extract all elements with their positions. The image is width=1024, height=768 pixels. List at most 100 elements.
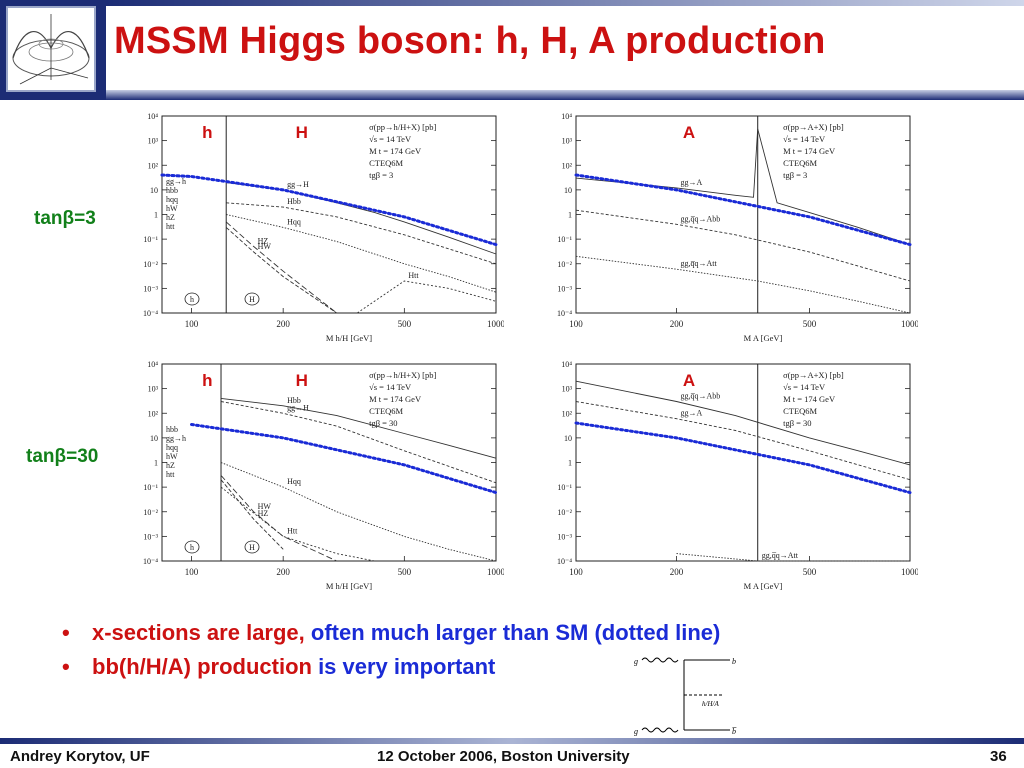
legend-text: CTEQ6M <box>369 158 403 168</box>
legend-text: M t = 174 GeV <box>783 394 836 404</box>
series-label: Htt <box>408 271 419 280</box>
h-series-label: htt <box>166 470 175 479</box>
x-tick-label: 500 <box>398 567 412 577</box>
legend-text: CTEQ6M <box>783 158 817 168</box>
series-label: HW <box>258 242 272 251</box>
y-tick-label: 10⁴ <box>147 360 158 369</box>
sm-reference-line <box>190 423 498 495</box>
region-label: H <box>296 371 308 390</box>
x-tick-label: 200 <box>670 319 684 329</box>
marker-circle <box>184 292 200 306</box>
legend-text: tgβ = 3 <box>369 170 393 180</box>
footer-date: 12 October 2006, Boston University <box>377 748 630 765</box>
h-series-label: hZ <box>166 461 175 470</box>
y-tick-label: 10³ <box>148 137 159 146</box>
sm-reference-line <box>160 173 498 247</box>
series-line <box>225 227 338 314</box>
bullet-text-blue: often much larger than SM (dotted line) <box>310 620 721 645</box>
chart-A-tanb3: 10⁻⁴ 10⁻³ 10⁻² 10⁻¹ 1 10 10² 10³ 10⁴ 100 200 500 100… <box>557 112 918 343</box>
legend-text: σ(pp→h/H+X) [pb] <box>369 370 436 380</box>
series-line <box>220 462 497 562</box>
series-line <box>575 401 911 481</box>
legend-text: σ(pp→A+X) [pb] <box>783 122 844 132</box>
x-tick-label: 100 <box>569 319 583 329</box>
y-tick-label: 10² <box>148 161 159 170</box>
x-tick-label: 1000 <box>901 567 918 577</box>
h-series-label: hW <box>166 204 178 213</box>
feynman-diagram: g g b b̅ h/H/A <box>632 652 742 743</box>
chart-panel-hH-tanb30: 10⁻⁴ 10⁻³ 10⁻² 10⁻¹ 1 10 10² 10³ 10⁴ 100 200 500 100… <box>124 356 504 596</box>
series-label: HW <box>258 502 272 511</box>
series-line <box>220 401 497 484</box>
y-tick-label: 10⁻² <box>143 260 158 269</box>
plot-frame <box>575 363 911 562</box>
x-tick-label: 100 <box>185 319 199 329</box>
y-tick-label: 10⁻¹ <box>557 483 572 492</box>
y-tick-label: 10² <box>148 409 159 418</box>
chart-A-tanb30: 10⁻⁴ 10⁻³ 10⁻² 10⁻¹ 1 10 10² 10³ 10⁴ 100 200 500 100… <box>557 360 918 591</box>
legend-text: √s = 14 TeV <box>369 134 412 144</box>
y-tick-label: 10³ <box>562 137 573 146</box>
series-label: HZ <box>258 237 269 246</box>
footer-page-number: 36 <box>990 748 1007 765</box>
series-line <box>225 221 338 314</box>
diagram-label: g <box>634 657 638 666</box>
y-tick-label: 10 <box>564 434 572 443</box>
h-series-label: hZ <box>166 213 175 222</box>
series-line <box>575 380 911 466</box>
x-axis-label: M h/H [GeV] <box>326 333 372 343</box>
series-label: gg,q̅q→Abb <box>681 214 721 223</box>
diagram-label: g <box>634 727 638 736</box>
y-tick-label: 10⁻³ <box>143 532 158 541</box>
legend-text: M t = 174 GeV <box>369 146 422 156</box>
region-label: h <box>202 123 212 142</box>
diagram-label: b <box>732 657 736 666</box>
y-tick-label: 1 <box>154 459 158 468</box>
y-tick-label: 10⁻³ <box>557 532 572 541</box>
legend-text: tgβ = 30 <box>783 418 811 428</box>
bullet-dot-icon: • <box>62 654 70 679</box>
series-label: Hqq <box>287 477 301 486</box>
x-tick-label: 100 <box>569 567 583 577</box>
y-tick-label: 10⁻⁴ <box>557 557 572 566</box>
series-label: gg→H <box>287 403 309 412</box>
h-series-label: gg→h <box>166 434 186 443</box>
chart-hH-tanb30: 10⁻⁴ 10⁻³ 10⁻² 10⁻¹ 1 10 10² 10³ 10⁴ 100 200 500 100… <box>143 360 504 591</box>
y-tick-label: 10² <box>562 161 573 170</box>
x-tick-label: 500 <box>803 567 817 577</box>
legend-text: CTEQ6M <box>783 406 817 416</box>
h-series-label: hqq <box>166 195 178 204</box>
higgs-potential-logo <box>6 6 96 92</box>
marker-label: h <box>190 543 194 552</box>
legend-text: σ(pp→h/H+X) [pb] <box>369 122 436 132</box>
diagram-label: b̅ <box>732 727 737 736</box>
x-tick-label: 200 <box>276 319 290 329</box>
series-line <box>676 553 910 562</box>
title-bar-top-stripe <box>106 0 1024 6</box>
y-tick-label: 10⁻³ <box>557 284 572 293</box>
series-label: gg,q̅q→Att <box>681 259 718 268</box>
y-tick-label: 1 <box>568 211 572 220</box>
footer-bar <box>0 738 1024 744</box>
series-line <box>575 255 911 314</box>
bullet-dot-icon: • <box>62 620 70 645</box>
x-tick-label: 500 <box>803 319 817 329</box>
legend-text: tgβ = 30 <box>369 418 397 428</box>
plot-frame <box>161 363 497 562</box>
legend-text: M t = 174 GeV <box>783 146 836 156</box>
series-label: HZ <box>258 509 269 518</box>
y-tick-label: 1 <box>154 211 158 220</box>
h-series-label: hbb <box>166 425 178 434</box>
series-line <box>575 209 911 282</box>
bullet-text-blue: is very important <box>318 654 496 679</box>
x-tick-label: 100 <box>185 567 199 577</box>
y-tick-label: 10³ <box>562 385 573 394</box>
chart-panel-A-tanb3: 10⁻⁴ 10⁻³ 10⁻² 10⁻¹ 1 10 10² 10³ 10⁴ 100 200 500 100… <box>538 108 918 348</box>
series-label: gg→H <box>287 180 309 189</box>
x-tick-label: 500 <box>398 319 412 329</box>
x-tick-label: 200 <box>670 567 684 577</box>
sm-reference-line <box>574 421 912 495</box>
legend-text: √s = 14 TeV <box>369 382 412 392</box>
chart-panel-A-tanb30: 10⁻⁴ 10⁻³ 10⁻² 10⁻¹ 1 10 10² 10³ 10⁴ 100 200 500 100… <box>538 356 918 596</box>
y-tick-label: 10⁻⁴ <box>143 557 158 566</box>
